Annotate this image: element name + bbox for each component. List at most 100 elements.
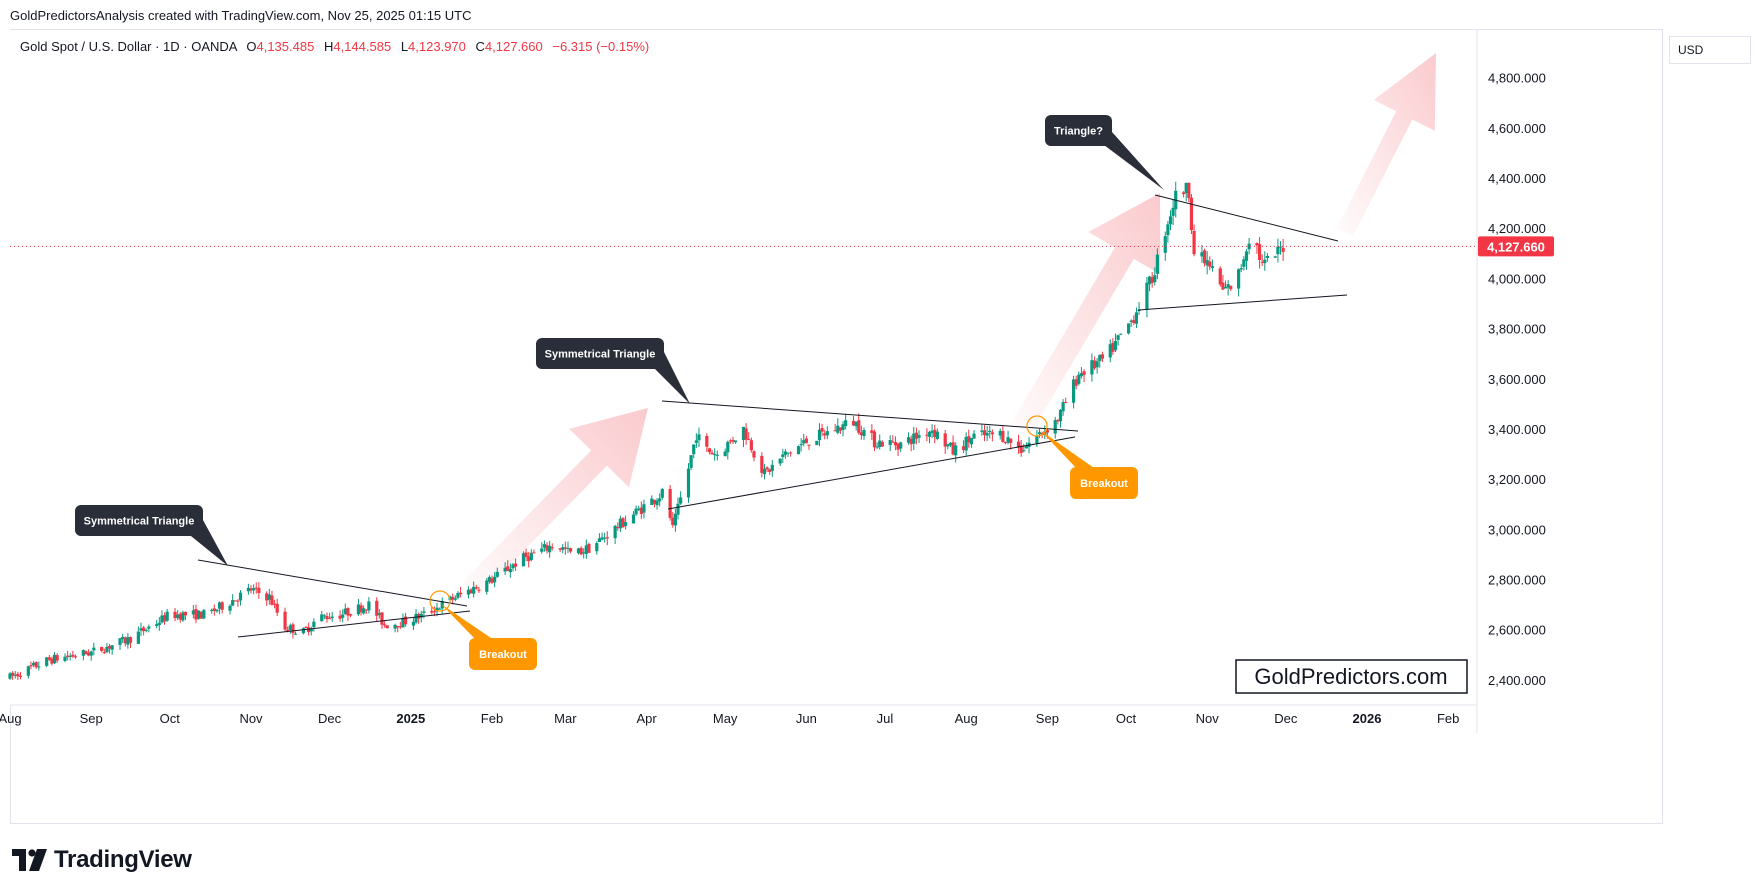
candle-body xyxy=(875,446,879,448)
candle-body xyxy=(1001,431,1005,442)
candle-body xyxy=(566,547,570,549)
candle-body xyxy=(396,625,400,628)
x-tick-label: Jun xyxy=(796,711,817,726)
callout-label: Triangle? xyxy=(1054,126,1103,138)
candle-body xyxy=(485,580,489,592)
candle-body xyxy=(252,588,256,591)
candle-body xyxy=(935,431,939,439)
candle-body xyxy=(1273,256,1277,258)
callout-label: Breakout xyxy=(1080,478,1128,490)
candle-body xyxy=(1100,354,1104,359)
trend-arrow xyxy=(1010,193,1161,436)
candle-body xyxy=(1045,429,1049,433)
candle-body xyxy=(136,631,140,644)
open-label: O xyxy=(246,39,257,54)
candle-body xyxy=(527,556,531,562)
currency-button[interactable]: USD xyxy=(1669,36,1751,64)
candle-body xyxy=(1205,260,1209,266)
candle-body xyxy=(275,603,279,613)
candles xyxy=(8,181,1285,681)
candle-body xyxy=(561,547,565,550)
candle-body xyxy=(1074,379,1078,386)
x-tick-label: Aug xyxy=(0,711,22,726)
candle-body xyxy=(37,666,41,668)
tradingview-logo-icon xyxy=(12,849,47,871)
candle-body xyxy=(474,587,478,589)
x-tick-label: Sep xyxy=(1036,711,1059,726)
candle-body xyxy=(1019,445,1023,454)
candle-body xyxy=(191,610,195,615)
candle-body xyxy=(477,589,481,591)
candle-body xyxy=(1111,342,1115,352)
candle-body xyxy=(914,432,918,439)
candle-body xyxy=(723,451,727,457)
candle-body xyxy=(804,438,808,444)
candle-body xyxy=(312,621,316,628)
y-tick-label: 4,800.000 xyxy=(1488,71,1546,86)
candle-body xyxy=(1265,255,1270,258)
x-tick-label: 2026 xyxy=(1353,711,1382,726)
candle-body xyxy=(456,592,460,598)
candle-body xyxy=(8,673,12,679)
candle-body xyxy=(1077,374,1081,384)
x-tick-label: Oct xyxy=(1116,711,1137,726)
candle-body xyxy=(257,587,261,593)
candle-body xyxy=(270,595,274,605)
candle-body xyxy=(1119,333,1123,335)
candle-body xyxy=(144,629,148,631)
candle-body xyxy=(969,438,974,445)
candle-body xyxy=(73,656,78,658)
candle-body xyxy=(1037,432,1042,435)
candle-body xyxy=(89,651,93,656)
candle-body xyxy=(432,611,436,613)
chart-caption: GoldPredictorsAnalysis created with Trad… xyxy=(10,8,472,23)
candle-body xyxy=(304,626,308,628)
tradingview-logo[interactable]: TradingView xyxy=(12,846,192,874)
candle-body xyxy=(288,625,292,630)
candle-body xyxy=(954,445,958,456)
candle-body xyxy=(50,658,54,664)
candle-body xyxy=(1153,275,1157,283)
candle-body xyxy=(679,497,683,504)
candle-body xyxy=(215,609,219,612)
candle-body xyxy=(1132,320,1136,323)
candle-body xyxy=(964,436,968,451)
candle-body xyxy=(807,444,811,446)
candle-body xyxy=(961,446,966,450)
candle-body xyxy=(891,441,895,443)
x-tick-label: Mar xyxy=(554,711,577,726)
candle-body xyxy=(1053,420,1057,434)
candle-body xyxy=(1218,268,1222,285)
candle-body xyxy=(655,500,659,506)
candle-body xyxy=(1221,282,1225,290)
candle-body xyxy=(1163,236,1167,253)
candle-body xyxy=(760,455,764,473)
candle-body xyxy=(343,608,347,614)
triangle-2-lower xyxy=(667,436,1076,510)
x-tick-label: Oct xyxy=(160,711,181,726)
candle-body xyxy=(249,588,253,591)
candle-body xyxy=(1210,266,1215,268)
candle-body xyxy=(1145,282,1149,310)
x-tick-label: May xyxy=(713,711,738,726)
candle-body xyxy=(1155,254,1160,274)
candle-body xyxy=(1035,435,1039,444)
high-label: H xyxy=(323,39,334,54)
candle-body xyxy=(338,615,342,619)
candle-body xyxy=(1064,402,1068,404)
y-tick-label: 2,800.000 xyxy=(1488,573,1546,588)
candle-body xyxy=(105,647,109,653)
candle-body xyxy=(1200,252,1204,257)
candle-body xyxy=(943,433,947,447)
candle-body xyxy=(398,626,402,628)
candle-body xyxy=(469,589,473,594)
candle-body xyxy=(293,633,298,635)
candle-body xyxy=(267,594,271,600)
candle-body xyxy=(63,656,67,661)
candle-body xyxy=(705,435,709,447)
candle-body xyxy=(194,609,198,620)
candle-body xyxy=(495,571,499,577)
y-tick-label: 4,200.000 xyxy=(1488,221,1546,236)
last-price-label: 4,127.660 xyxy=(1487,239,1545,254)
